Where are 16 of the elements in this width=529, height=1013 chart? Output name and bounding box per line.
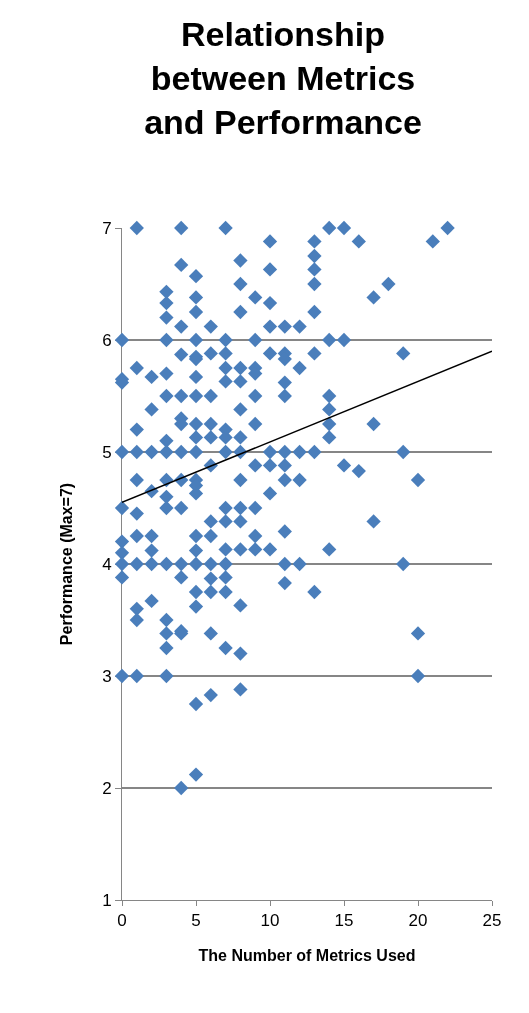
x-tick-label: 5 bbox=[191, 911, 201, 931]
y-tick-label: 6 bbox=[102, 330, 112, 350]
x-tick-label: 0 bbox=[117, 911, 127, 931]
x-tick-label: 10 bbox=[260, 911, 280, 931]
x-axis-title: The Number of Metrics Used bbox=[198, 947, 416, 965]
x-tick-label: 20 bbox=[408, 911, 428, 931]
y-axis-title: Performance (Max=7) bbox=[58, 482, 76, 646]
y-tick-label: 7 bbox=[102, 218, 112, 238]
y-tick-label: 4 bbox=[102, 554, 112, 574]
y-tick-label: 3 bbox=[102, 666, 112, 686]
chart-title: Relationship between Metrics and Performance bbox=[144, 14, 422, 141]
x-tick-label: 25 bbox=[482, 911, 502, 931]
y-tick-label: 1 bbox=[102, 890, 112, 910]
y-tick-label: 2 bbox=[102, 778, 112, 798]
y-tick-label: 5 bbox=[102, 442, 112, 462]
x-tick-label: 15 bbox=[334, 911, 354, 931]
